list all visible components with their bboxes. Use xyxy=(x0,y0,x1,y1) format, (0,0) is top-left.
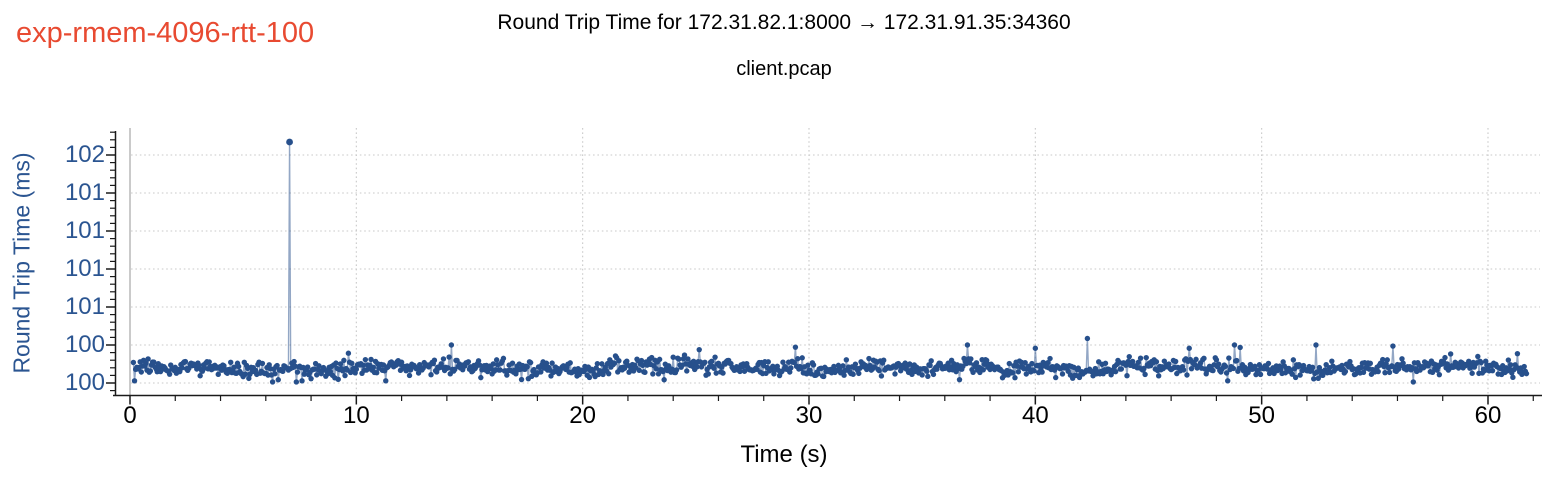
x-tick-label: 50 xyxy=(1248,402,1275,429)
y-tick-label: 100 xyxy=(64,369,105,396)
x-tick-label: 30 xyxy=(795,402,823,429)
x-tick-label: 10 xyxy=(342,402,370,429)
y-tick-label: 102 xyxy=(64,141,105,168)
x-tick-label: 60 xyxy=(1474,402,1502,429)
y-tick-label: 100 xyxy=(64,331,105,358)
y-tick-label: 101 xyxy=(64,179,105,206)
x-tick-label: 20 xyxy=(569,402,596,429)
x-axis-title: Time (s) xyxy=(740,441,828,468)
y-tick-label: 101 xyxy=(64,255,105,282)
x-tick-label: 0 xyxy=(123,402,137,429)
y-tick-label: 101 xyxy=(64,293,105,320)
y-tick-label: 101 xyxy=(64,217,105,244)
x-tick-label: 40 xyxy=(1021,402,1049,429)
